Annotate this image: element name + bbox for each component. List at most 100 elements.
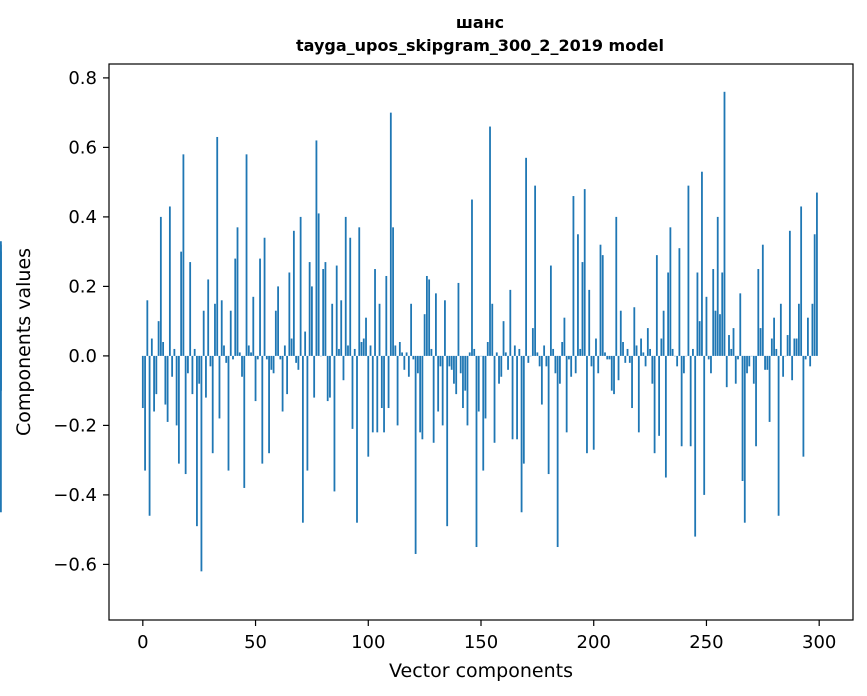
- bar-component-147: [473, 348, 476, 356]
- bar-component-87: [338, 348, 340, 356]
- x-tick-label: 50: [244, 632, 267, 653]
- bar-component-99: [365, 317, 367, 356]
- bar-component-143: [464, 355, 467, 391]
- bar-component-60: [277, 286, 279, 356]
- bar-component-13: [171, 355, 174, 377]
- bar-component-188: [565, 355, 568, 433]
- bar-component-73: [306, 355, 309, 471]
- chart-subtitle: tayga_upos_skipgram_300_2_2019 model: [296, 36, 664, 55]
- bar-component-107: [383, 355, 385, 433]
- bar-component-240: [683, 355, 685, 374]
- bar-component-196: [583, 189, 586, 356]
- bar-component-231: [662, 310, 665, 356]
- bar-component-42: [236, 227, 239, 356]
- bar-component-40: [232, 355, 234, 360]
- bar-component-221: [640, 338, 642, 356]
- bar-component-0: [141, 355, 144, 409]
- bar-component-168: [520, 355, 523, 513]
- bar-component-173: [531, 328, 534, 356]
- bar-component-139: [455, 355, 458, 395]
- bar-component-197: [586, 355, 588, 454]
- bar-component-76: [313, 355, 316, 398]
- bar-component-148: [475, 355, 478, 548]
- bar-component-149: [477, 355, 480, 412]
- bar-component-177: [540, 355, 543, 405]
- bar-component-290: [795, 338, 798, 356]
- bar-component-217: [631, 355, 633, 409]
- bar-component-96: [358, 227, 361, 356]
- bar-component-289: [793, 338, 796, 356]
- bar-component-102: [371, 355, 374, 433]
- bar-component-166: [516, 355, 518, 440]
- bar-component-233: [667, 272, 670, 356]
- bar-component-52: [259, 258, 261, 356]
- bar-component-194: [579, 348, 582, 356]
- bar-component-164: [511, 355, 514, 440]
- bar-component-169: [522, 355, 525, 464]
- x-tick-label: 0: [137, 632, 148, 653]
- bar-component-142: [462, 355, 464, 409]
- bar-component-17: [180, 251, 183, 356]
- bar-component-154: [489, 126, 491, 356]
- bar-component-235: [671, 348, 674, 356]
- bar-component-93: [351, 355, 354, 429]
- bar-component-97: [360, 342, 363, 356]
- bar-component-223: [644, 355, 647, 367]
- bar-component-262: [732, 328, 735, 356]
- bar-component-74: [308, 262, 311, 356]
- bar-component-84: [331, 303, 334, 356]
- x-tick-label: 100: [351, 632, 385, 653]
- bar-component-undefined: [0, 355, 2, 513]
- bar-component-255: [716, 216, 719, 356]
- bar-component-111: [392, 227, 394, 356]
- y-tick-label: −0.2: [53, 415, 97, 436]
- bar-component-67: [292, 230, 295, 356]
- bar-component-31: [211, 355, 214, 454]
- bar-component-88: [340, 300, 343, 356]
- bar-component-244: [692, 348, 694, 356]
- bar-component-281: [775, 348, 778, 356]
- bar-component-136: [448, 355, 451, 367]
- bar-component-18: [182, 154, 185, 356]
- bar-component-78: [317, 213, 320, 356]
- bar-component-205: [604, 352, 606, 356]
- bar-component-184: [556, 355, 559, 548]
- bar-component-174: [534, 185, 537, 356]
- bar-component-291: [797, 303, 800, 356]
- bar-component-124: [421, 355, 424, 440]
- bar-component-295: [807, 317, 809, 356]
- bars-group: [0, 91, 818, 572]
- bar-component-185: [559, 355, 561, 384]
- bar-component-258: [723, 91, 726, 356]
- bar-component-246: [696, 272, 699, 356]
- bar-component-104: [376, 355, 379, 433]
- bar-component-254: [714, 310, 717, 356]
- bar-component-28: [205, 355, 207, 398]
- bar-component-209: [613, 355, 615, 395]
- bar-component-59: [274, 310, 277, 356]
- bar-component-82: [326, 355, 329, 402]
- y-axis-ticks: −0.6 −0.4 −0.2 0.0 0.2 0.4 0.6 0.8: [53, 68, 109, 575]
- bar-component-216: [628, 355, 631, 363]
- bar-component-127: [428, 279, 431, 356]
- bar-component-156: [493, 355, 496, 443]
- bar-component-248: [701, 171, 703, 356]
- bar-component-36: [223, 345, 225, 356]
- bar-component-110: [389, 112, 392, 356]
- bar-component-296: [809, 355, 812, 367]
- bar-component-58: [272, 355, 275, 374]
- bar-component-187: [563, 317, 566, 356]
- bar-component-249: [703, 355, 706, 495]
- bar-component-146: [471, 199, 473, 356]
- bar-component-6: [155, 355, 158, 395]
- bar-component-3: [148, 355, 151, 516]
- bar-component-86: [335, 265, 338, 356]
- y-tick-label: 0.8: [68, 68, 97, 89]
- bar-component-257: [721, 272, 724, 356]
- x-tick-label: 200: [577, 632, 611, 653]
- bar-component-265: [739, 293, 742, 356]
- bar-component-95: [356, 355, 358, 523]
- bar-component-202: [597, 355, 600, 374]
- bar-component-24: [196, 355, 198, 527]
- bar-component-131: [437, 355, 440, 412]
